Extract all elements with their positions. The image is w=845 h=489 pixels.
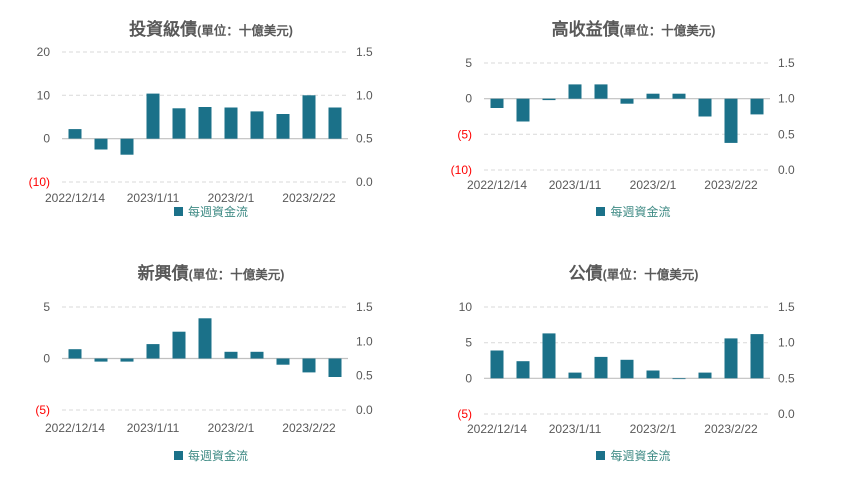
legend-label: 每週資金流 [187, 205, 248, 219]
svg-text:(5): (5) [457, 127, 472, 141]
legend-label: 每週資金流 [610, 205, 671, 219]
svg-text:2023/2/1: 2023/2/1 [630, 422, 677, 436]
svg-text:2023/2/22: 2023/2/22 [282, 191, 336, 205]
chart-unit-label: (單位：十億美元) [197, 24, 293, 38]
svg-text:1.0: 1.0 [778, 92, 795, 106]
svg-text:0: 0 [43, 352, 50, 366]
chart-title: 投資級債(單位：十億美元) [0, 15, 422, 40]
svg-text:10: 10 [37, 88, 51, 102]
bar-plot-high-yield: 5 0 (5) (10) 1.5 1.0 0.5 0.0 2022/12/14 2023/1/11… [451, 56, 795, 192]
bar-plot-government: 10 5 0 (5) 1.5 1.0 0.5 0.0 2022/12/14 2023/1/11 20… [457, 300, 795, 436]
svg-text:2022/12/14: 2022/12/14 [467, 422, 527, 436]
chart-title: 高收益債(單位：十億美元) [422, 15, 845, 40]
chart-title-text: 投資級債 [129, 20, 198, 39]
svg-text:2023/2/1: 2023/2/1 [208, 191, 255, 205]
svg-text:0: 0 [465, 92, 472, 106]
svg-text:0.5: 0.5 [356, 369, 373, 383]
svg-text:1.5: 1.5 [778, 300, 795, 314]
svg-text:0.5: 0.5 [356, 132, 373, 146]
chart-title-text: 高收益債 [551, 20, 620, 39]
svg-text:0.0: 0.0 [356, 175, 373, 189]
svg-text:0.5: 0.5 [778, 371, 795, 385]
svg-text:10: 10 [459, 300, 473, 314]
legend: 每週資金流 [422, 203, 845, 220]
svg-text:0.0: 0.0 [356, 403, 373, 417]
chart-unit-label: (單位：十億美元) [602, 268, 699, 282]
legend-swatch-icon [596, 451, 606, 460]
svg-text:2023/2/22: 2023/2/22 [704, 422, 758, 436]
chart-title: 新興債(單位：十億美元) [0, 259, 422, 284]
svg-text:2023/2/22: 2023/2/22 [282, 421, 336, 435]
svg-text:0: 0 [465, 371, 472, 385]
legend-label: 每週資金流 [187, 449, 248, 463]
svg-text:1.0: 1.0 [778, 336, 795, 350]
svg-text:2023/1/11: 2023/1/11 [127, 421, 180, 435]
chart-emerging-market-bond: 5 0 (5) 1.5 1.0 0.5 0.0 2022/12/14 2023/1/11 2023… [0, 244, 422, 489]
svg-text:(10): (10) [451, 163, 472, 177]
svg-text:1.0: 1.0 [356, 88, 373, 102]
svg-text:(10): (10) [29, 175, 50, 189]
svg-text:2023/1/11: 2023/1/11 [549, 422, 602, 436]
svg-text:5: 5 [465, 336, 472, 350]
legend-swatch-icon [173, 451, 183, 460]
svg-text:(5): (5) [457, 407, 472, 421]
svg-text:1.5: 1.5 [356, 300, 373, 314]
svg-text:0.5: 0.5 [778, 127, 795, 141]
svg-text:2022/12/14: 2022/12/14 [467, 178, 527, 192]
legend-swatch-icon [596, 207, 606, 216]
bar-plot-emerging-market: 5 0 (5) 1.5 1.0 0.5 0.0 2022/12/14 2023/1/11 2023… [35, 300, 373, 435]
legend-swatch-icon [173, 207, 183, 216]
svg-text:1.0: 1.0 [356, 334, 373, 348]
bar-plot-investment-grade: 20 10 0 (10) 1.5 1.0 0.5 0.0 2022/12/14 2023/1/11… [29, 45, 373, 205]
svg-text:20: 20 [37, 45, 51, 59]
legend-label: 每週資金流 [610, 449, 671, 463]
svg-text:1.5: 1.5 [356, 45, 373, 59]
svg-text:1.5: 1.5 [778, 56, 795, 70]
chart-title: 公債(單位：十億美元) [422, 259, 845, 284]
svg-text:0.0: 0.0 [778, 163, 795, 177]
chart-investment-grade-bond: 20 10 0 (10) 1.5 1.0 0.5 0.0 2022/12/14 2023/1/11… [0, 0, 422, 244]
legend: 每週資金流 [0, 203, 422, 220]
chart-high-yield-bond: 5 0 (5) (10) 1.5 1.0 0.5 0.0 2022/12/14 2023/1/11… [422, 0, 845, 244]
chart-title-text: 公債 [568, 264, 603, 283]
svg-text:2023/1/11: 2023/1/11 [549, 178, 602, 192]
svg-text:5: 5 [43, 300, 50, 314]
chart-unit-label: (單位：十億美元) [188, 268, 285, 282]
svg-text:(5): (5) [35, 403, 50, 417]
svg-text:2022/12/14: 2022/12/14 [45, 421, 105, 435]
svg-text:2022/12/14: 2022/12/14 [45, 191, 105, 205]
chart-government-bond: 10 5 0 (5) 1.5 1.0 0.5 0.0 2022/12/14 2023/1/11 20… [422, 244, 845, 489]
svg-text:0.0: 0.0 [778, 407, 795, 421]
legend: 每週資金流 [422, 447, 845, 464]
svg-text:5: 5 [465, 56, 472, 70]
chart-title-text: 新興債 [137, 264, 189, 283]
svg-text:2023/2/1: 2023/2/1 [208, 421, 255, 435]
legend: 每週資金流 [0, 447, 422, 464]
chart-unit-label: (單位：十億美元) [619, 24, 716, 38]
svg-text:0: 0 [43, 132, 50, 146]
svg-text:2023/1/11: 2023/1/11 [127, 191, 180, 205]
svg-text:2023/2/22: 2023/2/22 [704, 178, 758, 192]
svg-text:2023/2/1: 2023/2/1 [630, 178, 677, 192]
